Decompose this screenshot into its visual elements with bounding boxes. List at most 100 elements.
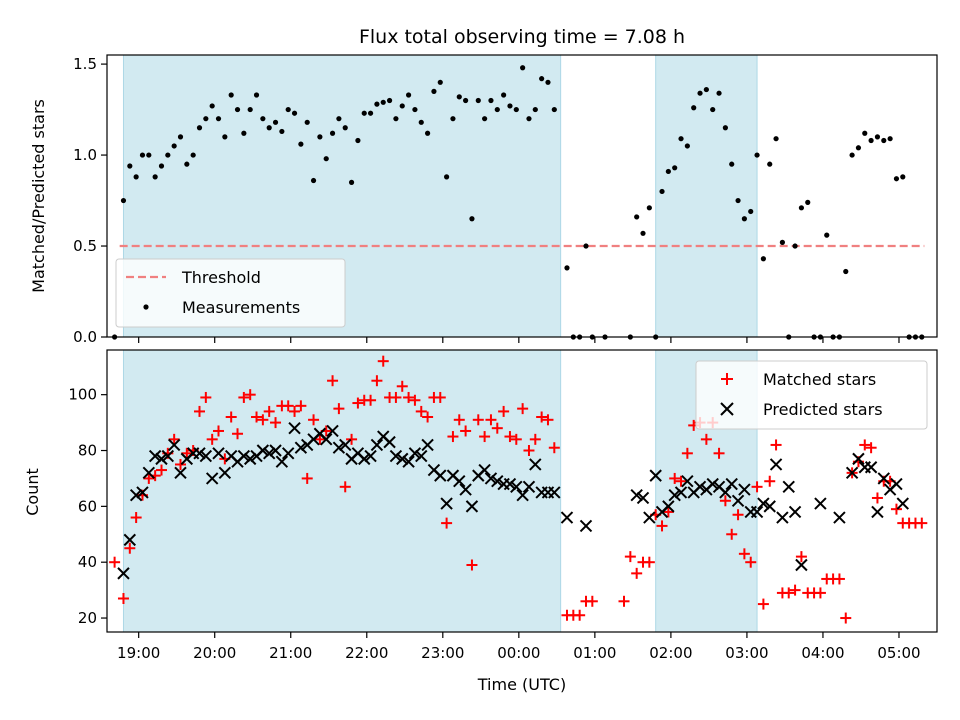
matched-star-marker: [447, 431, 459, 443]
matched-star-marker: [745, 556, 757, 568]
measurement-point: [735, 197, 741, 204]
matched-star-marker: [333, 403, 345, 415]
matched-star-marker: [916, 517, 928, 529]
bottom-x-ticks: 19:00 20:00 21:00 22:00 23:00 00:00 01:00 02:00…: [117, 632, 921, 662]
matched-star-marker: [155, 464, 167, 476]
measurement-point: [729, 161, 735, 167]
matched-star-marker: [517, 403, 529, 415]
y-tick-label: 0.0: [73, 328, 97, 346]
predicted-star-marker: [731, 494, 745, 507]
x-tick-label: 03:00: [725, 644, 768, 662]
measurement-point: [507, 103, 513, 109]
bottom-legend-box: [695, 360, 928, 430]
matched-star-marker: [295, 400, 307, 412]
measurement-point: [437, 79, 443, 85]
predicted-star-marker: [750, 505, 764, 519]
measurement-point: [165, 152, 171, 158]
measurement-point: [444, 174, 450, 180]
predicted-star-marker: [548, 486, 561, 499]
shaded-interval: [123, 350, 561, 632]
predicted-star-marker: [662, 500, 675, 513]
measurement-point: [773, 136, 779, 142]
predicted-star-marker: [453, 475, 466, 488]
predicted-star-marker: [212, 447, 225, 460]
measurement-point: [209, 103, 215, 109]
x-tick-label: 20:00: [193, 644, 236, 662]
measurement-point: [146, 152, 152, 158]
predicted-star-marker: [725, 477, 738, 491]
predicted-star-marker: [782, 480, 795, 494]
y-tick-label: 80: [78, 442, 97, 460]
x-tick-label: 00:00: [497, 644, 540, 662]
y-tick-label: 60: [78, 497, 97, 515]
measurement-point: [342, 125, 348, 131]
predicted-star-marker: [243, 452, 257, 466]
measurement-point: [583, 243, 589, 249]
predicted-star-marker: [706, 477, 719, 491]
matched-star-marker: [225, 411, 237, 423]
matched-star-marker: [624, 551, 636, 563]
matched-star-marker: [504, 431, 516, 443]
matched-star-marker: [491, 422, 503, 434]
predicted-stars-points: [117, 421, 909, 580]
bottom-legend: Matched stars Predicted stars: [695, 360, 928, 430]
measurement-point: [868, 137, 874, 144]
x-tick-label: 04:00: [801, 644, 844, 662]
predicted-star-marker: [649, 469, 662, 482]
x-tick-label: 22:00: [345, 644, 388, 662]
measurement-point: [526, 116, 532, 122]
measurement-point: [501, 92, 507, 98]
predicted-star-marker: [193, 447, 206, 460]
matched-star-marker: [289, 405, 301, 417]
bottom-y-ticks: 20 40 60 80 100: [68, 386, 107, 627]
measurement-point: [234, 106, 241, 113]
predicted-star-marker: [503, 477, 517, 491]
matched-star-marker: [251, 411, 263, 423]
matched-star-marker: [213, 425, 225, 437]
matched-star-marker: [719, 495, 731, 507]
matched-star-marker: [466, 559, 478, 571]
matched-star-marker: [631, 567, 643, 579]
matched-star-marker: [833, 573, 845, 585]
predicted-star-marker: [529, 458, 542, 471]
predicted-star-marker: [136, 486, 149, 499]
measurement-point: [855, 145, 862, 151]
measurement-point: [336, 116, 342, 122]
measurement-point: [887, 136, 893, 142]
matched-star-marker: [814, 587, 826, 599]
y-tick-label: 0.5: [73, 237, 97, 255]
matched-star-marker: [346, 433, 358, 445]
predicted-star-marker: [877, 472, 890, 485]
matched-star-marker: [643, 556, 655, 568]
top-y-axis-label: Matched/Predicted stars: [29, 99, 48, 293]
predicted-star-marker: [871, 505, 884, 519]
matched-star-marker: [434, 391, 446, 403]
matched-star-marker: [396, 380, 408, 392]
measurement-point: [184, 161, 190, 167]
matched-star-marker: [536, 411, 548, 423]
measurement-point: [760, 256, 766, 262]
measurement-point: [716, 90, 722, 96]
measurement-point: [317, 134, 323, 140]
matched-star-marker: [377, 355, 389, 367]
measurement-point: [424, 130, 431, 136]
predicted-star-marker: [421, 438, 434, 452]
matched-star-marker: [542, 414, 554, 426]
measurement-point: [564, 265, 570, 271]
measurement-point: [659, 188, 665, 195]
matched-star-marker: [783, 587, 795, 599]
measurement-point: [329, 130, 336, 136]
measurement-point: [355, 137, 361, 144]
measurement-point: [285, 106, 291, 113]
measurement-point: [158, 163, 165, 169]
y-tick-label: 40: [78, 553, 97, 571]
predicted-star-marker: [845, 466, 859, 480]
predicted-star-marker: [769, 458, 783, 471]
y-tick-label: 1.5: [73, 55, 97, 73]
measurement-point: [691, 105, 697, 111]
measurement-point: [805, 199, 811, 205]
matched-star-marker: [738, 548, 750, 560]
matched-star-marker: [700, 433, 712, 445]
predicted-star-marker: [484, 472, 498, 485]
predicted-star-marker: [358, 452, 371, 466]
